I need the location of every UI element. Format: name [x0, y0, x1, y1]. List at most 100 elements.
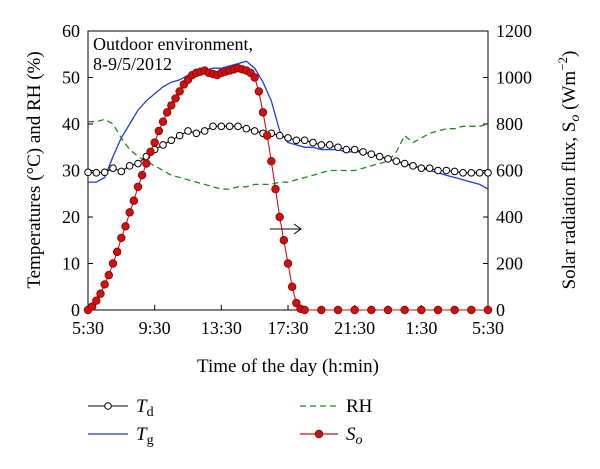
legend-label-rh: RH: [346, 396, 373, 417]
series-td-point: [250, 127, 259, 135]
series-td-point: [175, 131, 184, 140]
series-td-point: [442, 166, 451, 175]
right-y-axis-label-sub: o: [568, 115, 583, 122]
series-td-point: [117, 167, 126, 176]
right-axis-arrow: [270, 223, 302, 235]
x-tick-label: 5:30: [72, 318, 104, 338]
right-tick-label: 800: [496, 114, 523, 134]
series-so-point: [267, 156, 276, 166]
series-so-point: [279, 236, 289, 245]
series-td-point: [275, 131, 284, 140]
annotation-line-2: 8-9/5/2012: [93, 54, 172, 74]
right-tick-label: 1000: [496, 68, 532, 88]
series-so-point: [467, 305, 476, 315]
series-so-point: [167, 101, 176, 110]
annotation-line-1: Outdoor environment,: [93, 34, 253, 54]
series-td-point: [200, 127, 209, 135]
series-td-point: [317, 141, 326, 149]
series-so-point: [117, 233, 126, 243]
right-y-axis-label-unit-open: (Wm: [559, 71, 580, 115]
series-so-point: [133, 182, 143, 191]
x-tick-label: 21:30: [334, 318, 375, 338]
series-so-point: [400, 305, 409, 315]
x-tick-label: 17:30: [267, 318, 308, 338]
series-so-point: [483, 305, 493, 315]
legend-label-td: T: [136, 396, 148, 417]
series-rh-line: [88, 118, 489, 190]
legend-sub-so: o: [356, 433, 363, 448]
series-so-point: [262, 131, 272, 140]
left-tick-label: 60: [62, 21, 80, 41]
x-axis-label: Time of the day (h:min): [197, 356, 379, 377]
series-td-point: [384, 155, 392, 163]
legend-item-tg: Tg: [88, 424, 154, 448]
legend-label-tg: T: [136, 424, 148, 445]
series-so-point: [333, 305, 343, 315]
series-so-point: [292, 298, 301, 308]
legend-item-td: Td: [88, 396, 154, 420]
series-so-point: [154, 126, 164, 136]
x-tick-label: 13:30: [201, 318, 242, 338]
series-td-point: [234, 122, 242, 131]
series-td-point: [242, 124, 251, 133]
legend-label-so: S: [346, 424, 356, 445]
series-td-point: [292, 136, 301, 145]
left-y-axis: 0 10 20 30 40 50 60: [62, 21, 93, 320]
right-tick-label: 0: [496, 300, 505, 320]
series-so-point: [137, 170, 147, 180]
series-td-point: [342, 145, 351, 154]
series-td-point: [484, 169, 492, 177]
legend-sub-td: d: [147, 405, 154, 420]
left-tick-label: 50: [62, 68, 80, 88]
series-td-point: [459, 169, 467, 177]
series-so-point: [96, 289, 105, 298]
series-td-point: [425, 164, 434, 172]
x-tick-label: 1:30: [405, 318, 437, 338]
series-so-point: [100, 280, 109, 289]
series-td-point: [325, 141, 334, 149]
series-so-point: [162, 108, 172, 117]
series-so-point: [142, 159, 151, 168]
series-so-point: [367, 305, 376, 315]
series-td-point: [84, 168, 92, 177]
series-so-point: [112, 247, 122, 257]
left-tick-label: 0: [71, 300, 80, 320]
series-so-point: [121, 222, 130, 231]
series-so-point: [433, 305, 443, 315]
series-td-point: [350, 145, 359, 154]
series-td-point: [100, 168, 109, 177]
right-tick-label: 1200: [496, 21, 532, 41]
series-layer: [83, 60, 493, 315]
series-td-point: [434, 166, 442, 175]
legend-item-so: So: [300, 424, 363, 448]
series-so-point: [175, 87, 184, 96]
left-y-axis-label: Temperatures (°C) and RH (%): [24, 51, 45, 288]
series-td-point: [159, 141, 167, 149]
left-tick-label: 40: [62, 114, 80, 134]
right-y-axis-label: Solar radiation flux, So (Wm−2): [555, 51, 583, 290]
series-td-point: [334, 143, 342, 152]
series-td-point: [375, 152, 384, 161]
series-so-point: [283, 259, 293, 268]
series-td-point: [125, 162, 134, 170]
series-td-point: [209, 122, 217, 131]
right-tick-label: 400: [496, 207, 523, 227]
series-so-point: [275, 212, 284, 222]
series-so-point: [287, 282, 297, 291]
series-so-point: [417, 305, 426, 315]
series-so-point: [129, 196, 139, 205]
series-so-point: [250, 73, 259, 82]
series-so-point: [300, 305, 309, 315]
right-y-axis-label-main: Solar radiation flux, S: [559, 122, 580, 290]
svg-text:Td: Td: [136, 396, 154, 420]
series-so-point: [171, 94, 180, 103]
series-so-point: [450, 305, 459, 315]
legend-item-rh: RH: [300, 396, 373, 417]
legend-sub-tg: g: [147, 433, 154, 448]
series-so-point: [254, 87, 264, 96]
series-td-point: [400, 159, 409, 168]
series-so-point: [150, 138, 159, 147]
svg-text:So: So: [346, 424, 363, 448]
right-y-axis: 0 200 400 600 800 1000 1200: [483, 21, 532, 320]
series-so-point: [146, 147, 155, 157]
